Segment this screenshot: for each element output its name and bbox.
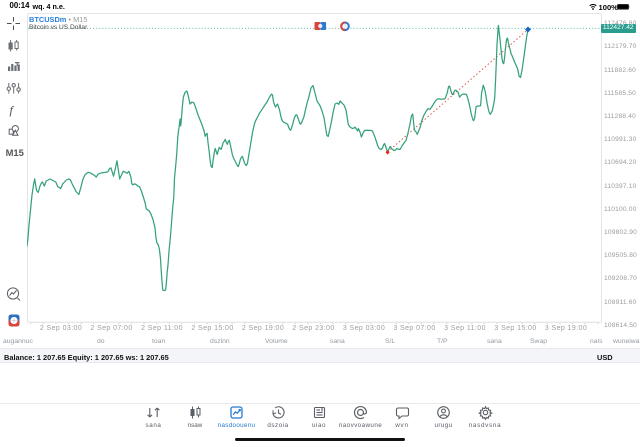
svg-text:f: f	[10, 103, 15, 117]
svg-text:M15: M15	[6, 147, 24, 158]
